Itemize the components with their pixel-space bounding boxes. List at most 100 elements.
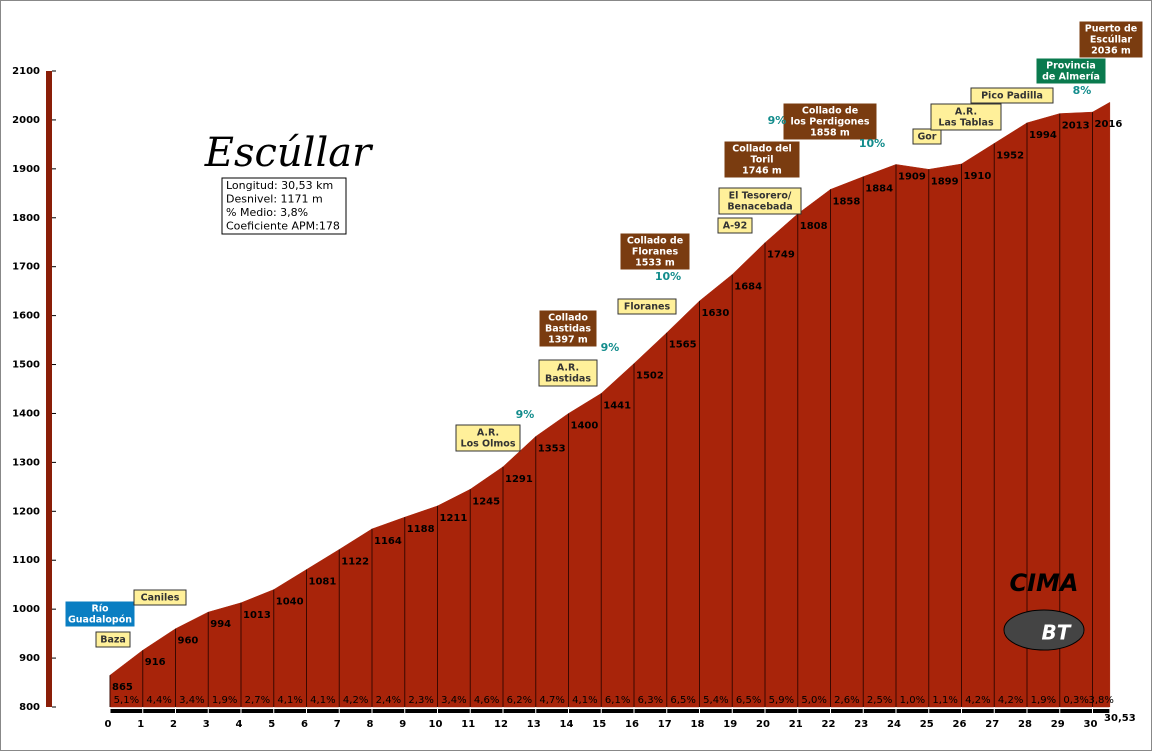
profile-segment — [863, 164, 897, 708]
gradient-label: 3,4% — [441, 695, 466, 706]
logo-text: CIMA — [1010, 569, 1079, 597]
landmark-box — [617, 298, 677, 315]
profile-segment — [568, 392, 602, 708]
x-tick-label: 22 — [822, 719, 836, 730]
gradient-label: 4,2% — [965, 695, 990, 706]
gradient-label: 3,4% — [179, 695, 204, 706]
profile-segment — [633, 332, 667, 708]
elevation-label: 2016 — [1095, 119, 1123, 130]
elevation-label: 1211 — [440, 513, 468, 524]
landmark-label: 1397 m — [548, 335, 588, 346]
elevation-label: 1884 — [865, 184, 893, 195]
profile-segment — [699, 273, 733, 708]
landmark-label: Bastidas — [545, 374, 591, 385]
x-tick-label: 7 — [334, 719, 341, 730]
landmark-box — [64, 600, 136, 628]
landmark-box — [1035, 57, 1107, 85]
elevation-label: 1040 — [276, 597, 304, 608]
gradient-label: 6,2% — [507, 695, 532, 706]
x-tick-label: 9 — [399, 719, 406, 730]
landmark-box — [133, 589, 187, 606]
elevation-label: 1684 — [734, 282, 762, 293]
elevation-label: 1858 — [833, 196, 861, 207]
elevation-label: 1122 — [341, 556, 369, 567]
x-tick-label: 23 — [854, 719, 868, 730]
profile-segment — [1092, 101, 1111, 708]
landmark-label: 2036 m — [1091, 46, 1131, 57]
elevation-label: 960 — [178, 636, 199, 647]
y-axis-bar — [46, 71, 52, 707]
x-tick-label: 2 — [170, 719, 177, 730]
landmark-label: Las Tablas — [938, 118, 994, 129]
landmark-label: A.R. — [955, 107, 977, 118]
landmark-label: Collado de — [627, 236, 683, 247]
elevation-label: 1013 — [243, 610, 271, 621]
gradient-label: 6,5% — [736, 695, 761, 706]
x-tick-label: 6 — [301, 719, 308, 730]
gradient-label: 2,3% — [408, 695, 433, 706]
elevation-label: 1441 — [603, 400, 631, 411]
y-tick-label: 1800 — [12, 213, 40, 224]
gradient-label: 4,4% — [146, 695, 171, 706]
elevation-label: 1565 — [669, 340, 697, 351]
gradient-label: 6,1% — [605, 695, 630, 706]
gradient-label: 1,9% — [212, 695, 237, 706]
gradient-label: 6,3% — [638, 695, 663, 706]
stat-line: Longitud: 30,53 km — [226, 179, 333, 192]
elevation-label: 1188 — [407, 524, 435, 535]
y-tick-label: 1600 — [12, 311, 40, 322]
gradient-label: 3,8% — [1088, 695, 1113, 706]
gradient-label: 2,7% — [245, 695, 270, 706]
ramp-label: 9% — [601, 341, 620, 354]
chart-title: Escúllar — [204, 130, 374, 176]
x-tick-label: 5 — [268, 719, 275, 730]
y-tick-label: 1900 — [12, 164, 40, 175]
profile-segment — [535, 412, 569, 708]
landmark-box — [538, 359, 598, 387]
profile-segment — [732, 242, 766, 708]
landmark-box — [619, 232, 691, 271]
elevation-label: 865 — [112, 682, 133, 693]
landmark-box — [455, 424, 521, 452]
gradient-label: 1,1% — [932, 695, 957, 706]
landmark-label: 1533 m — [635, 258, 675, 269]
gradient-label: 6,5% — [670, 695, 695, 706]
x-tick-label: 29 — [1051, 719, 1065, 730]
landmark-box — [95, 631, 131, 648]
gradient-label: 4,1% — [310, 695, 335, 706]
profile-segment — [404, 505, 438, 708]
elevation-label: 1910 — [964, 171, 992, 182]
profile-segment — [273, 569, 307, 708]
landmark-label: Puerto de — [1085, 24, 1137, 35]
gradient-label: 4,2% — [998, 695, 1023, 706]
gradient-label: 5,1% — [114, 695, 139, 706]
elevation-label: 994 — [210, 619, 231, 630]
profile-segment — [666, 300, 700, 708]
landmark-box — [718, 187, 802, 215]
x-tick-label: 12 — [494, 719, 508, 730]
elevation-label: 1081 — [309, 577, 337, 588]
elevation-label: 1952 — [996, 150, 1024, 161]
elevation-label: 1291 — [505, 474, 533, 485]
gradient-label: 5,0% — [801, 695, 826, 706]
profile-segment — [240, 589, 274, 708]
landmark-label: 1858 m — [810, 128, 850, 139]
elevation-label: 1909 — [898, 171, 926, 182]
ramp-label: 8% — [1073, 84, 1092, 97]
landmark-label: de Almería — [1042, 72, 1100, 83]
landmark-box — [723, 140, 801, 179]
landmark-label: Floranes — [624, 302, 671, 313]
y-tick-label: 1500 — [12, 360, 40, 371]
x-tick-label: 1 — [137, 719, 144, 730]
profile-segment — [928, 163, 962, 708]
x-tick-label: 20 — [756, 719, 770, 730]
landmark-label: Collado del — [732, 144, 792, 155]
x-tick-label: 30 — [1084, 719, 1098, 730]
landmark-label: Los Olmos — [461, 439, 516, 450]
y-tick-label: 1100 — [12, 555, 40, 566]
x-tick-label: 28 — [1018, 719, 1032, 730]
profile-segment — [895, 164, 929, 708]
stat-line: Coeficiente APM:178 — [226, 220, 340, 233]
landmark-label: A-92 — [723, 221, 748, 232]
